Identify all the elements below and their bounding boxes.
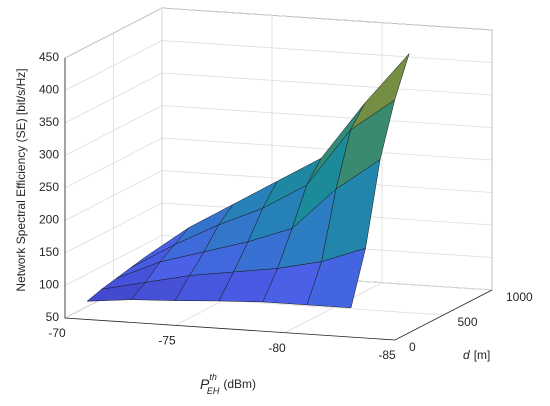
x-tick-label: -80 (268, 341, 286, 355)
z-tick-label: 100 (39, 278, 59, 292)
labels: Network Spectral Efficiency (SE) [bit/s/… (14, 50, 533, 396)
grid-line (64, 40, 493, 91)
grid-line (64, 7, 493, 59)
z-tick-label: 300 (39, 148, 59, 162)
x-tick-label: -85 (378, 348, 396, 362)
y-label-base: d (463, 348, 470, 362)
surface (86, 53, 410, 309)
x-label-unit: (dBm) (223, 377, 256, 391)
z-tick-label: 350 (39, 115, 59, 129)
z-axis-label: Network Spectral Efficiency (SE) [bit/s/… (14, 68, 28, 291)
z-tick-label: 400 (39, 83, 59, 97)
axis-line (64, 58, 493, 341)
z-tick-label: 450 (39, 50, 59, 64)
surface-patch (306, 248, 366, 309)
x-tick-label: -75 (158, 334, 176, 348)
x-tick-label: -70 (48, 326, 66, 340)
z-tick-label: 250 (39, 180, 59, 194)
y-tick-label: 500 (458, 315, 478, 329)
grid-line (64, 105, 493, 156)
x-label-base: P (200, 376, 210, 392)
y-axis-label: d [m] (463, 348, 490, 362)
x-axis-label: Pth EH(dBm) (200, 372, 256, 396)
y-tick-label: 1000 (506, 290, 533, 304)
y-tick-label: 0 (409, 340, 416, 354)
z-tick-label: 50 (46, 310, 60, 324)
z-tick-label: 200 (39, 213, 59, 227)
x-label-sub: EH (207, 386, 220, 396)
x-label-sup: th (209, 372, 217, 382)
grid-line (394, 30, 493, 341)
grid-line (64, 72, 493, 124)
z-tick-label: 150 (39, 245, 59, 259)
y-label-unit: [m] (474, 348, 491, 362)
